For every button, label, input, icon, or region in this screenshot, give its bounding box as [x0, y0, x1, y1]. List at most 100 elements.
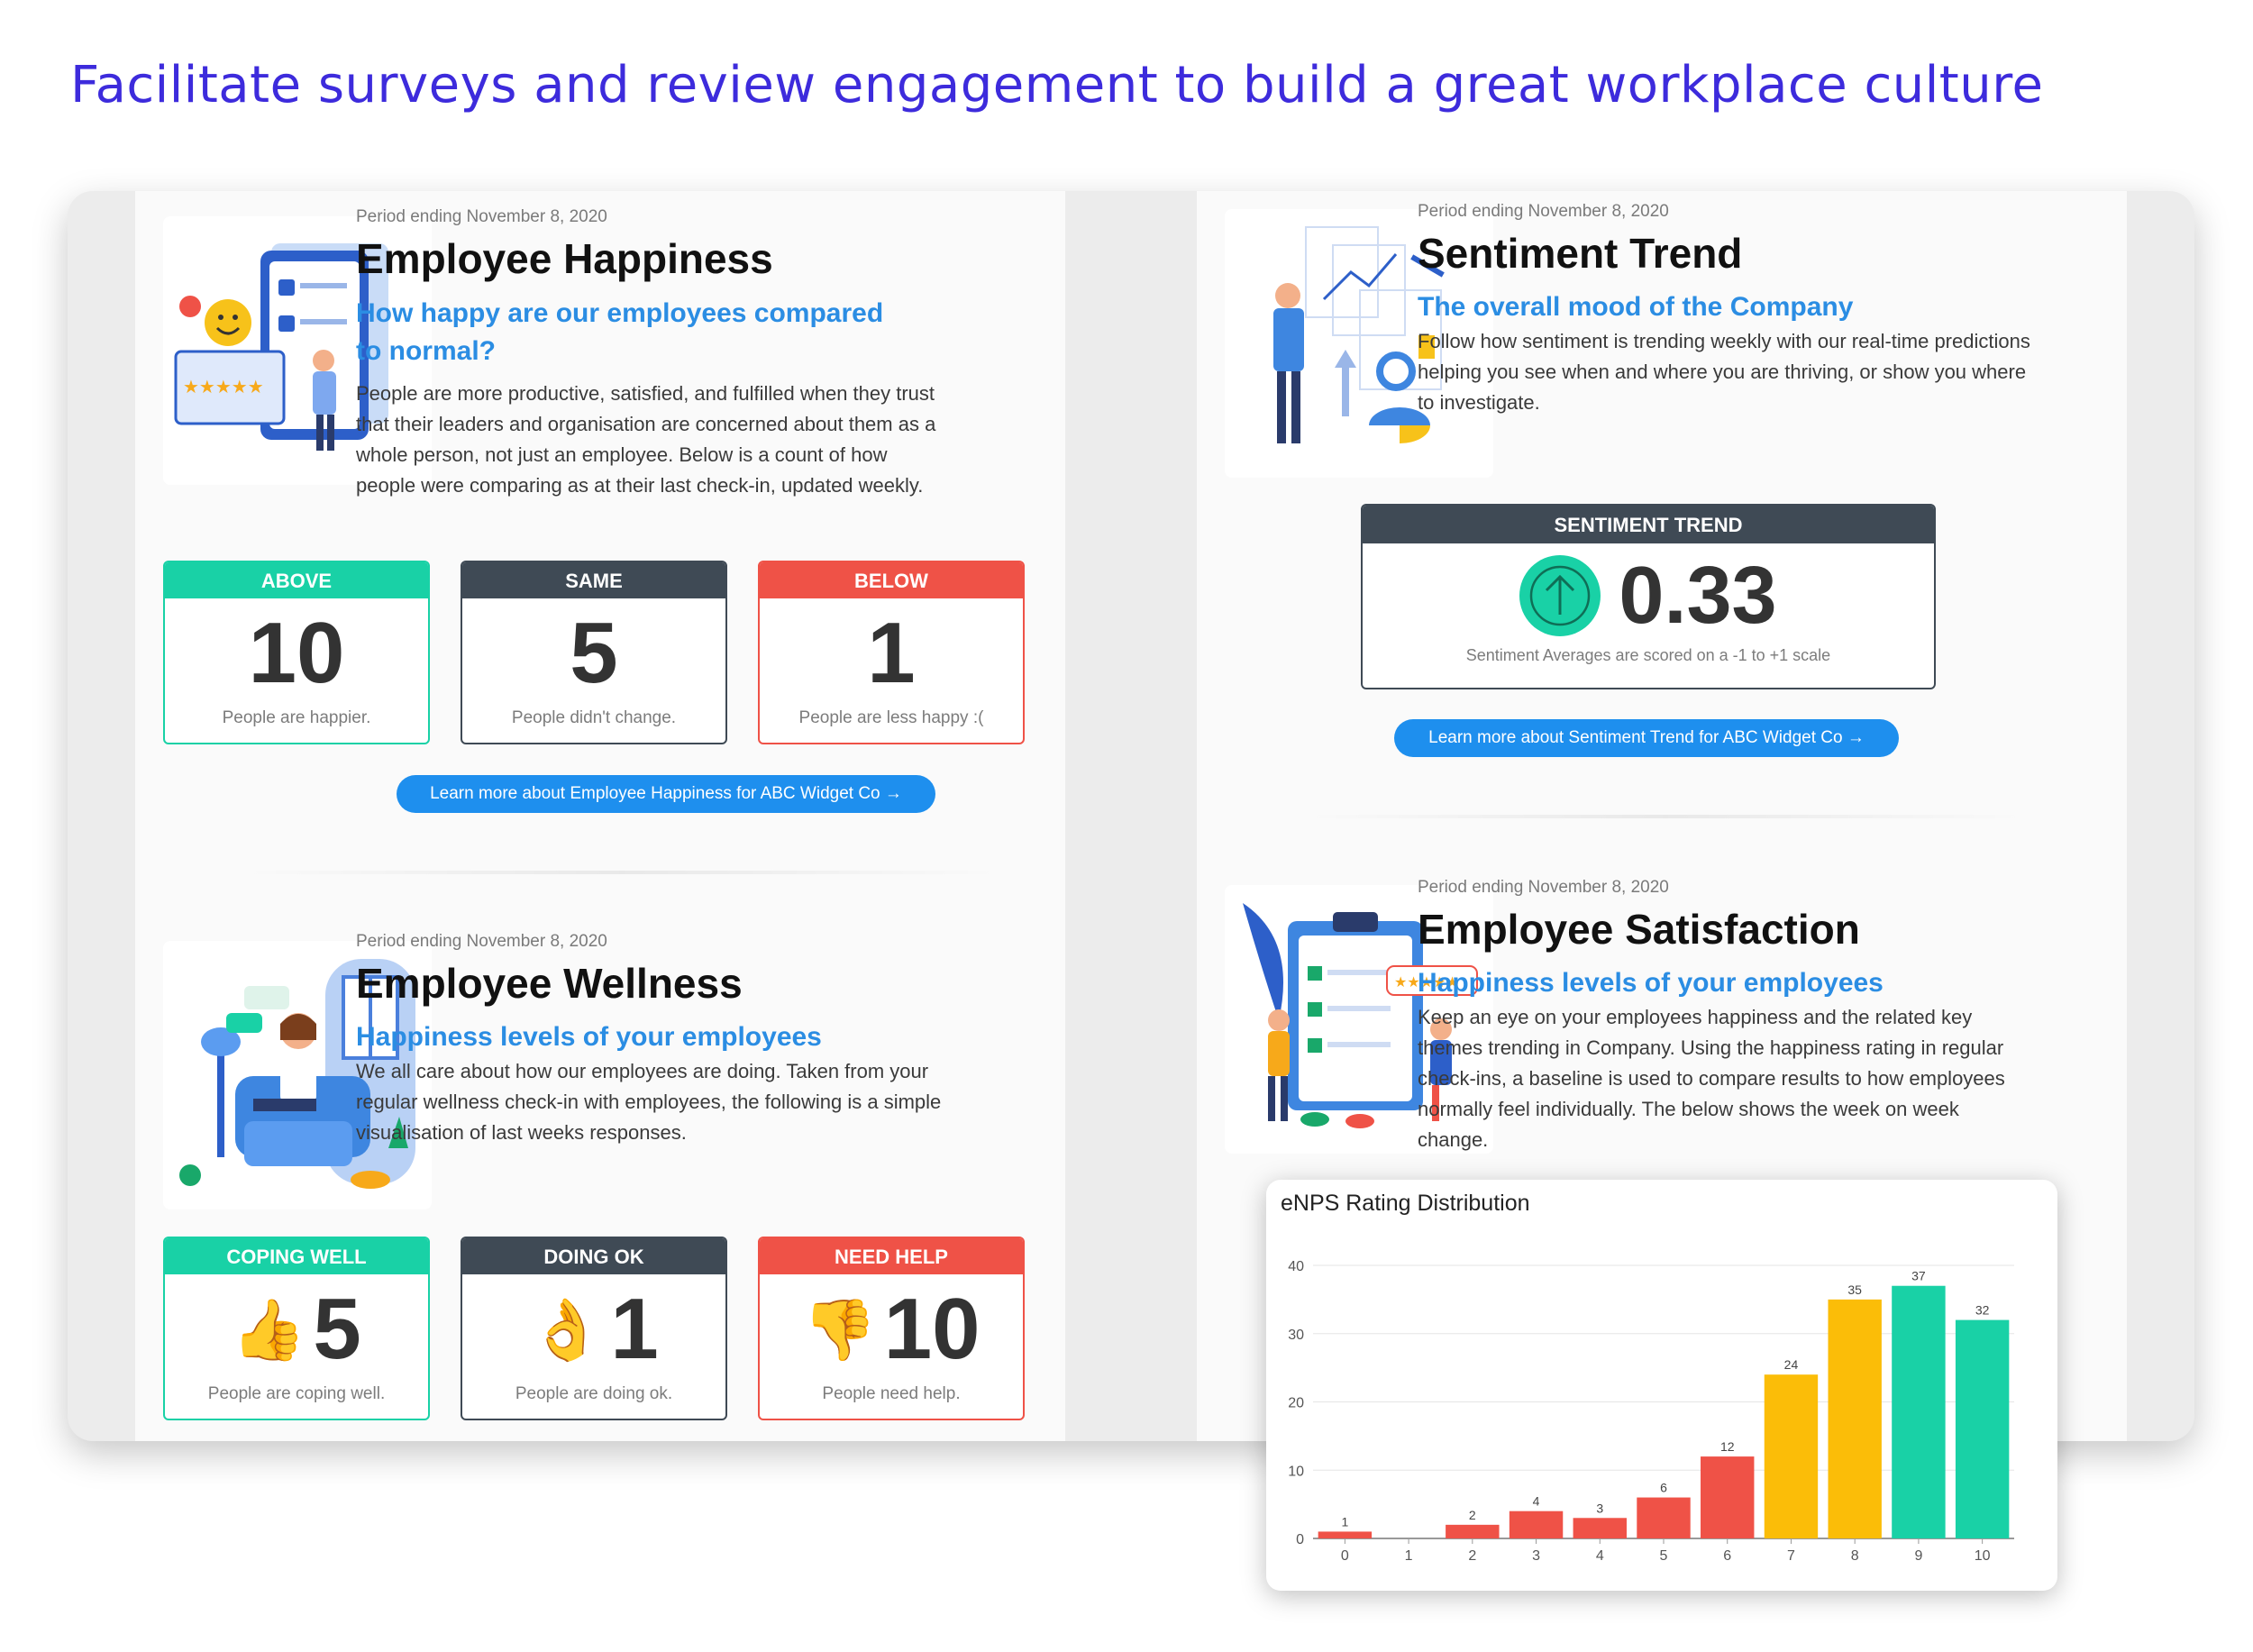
sentiment-period: Period ending November 8, 2020 [1418, 202, 1669, 221]
data-label: 32 [1975, 1303, 1990, 1318]
y-tick-label: 0 [1296, 1532, 1304, 1547]
card-caption: People are coping well. [207, 1384, 386, 1403]
y-tick-label: 30 [1288, 1328, 1304, 1343]
happiness-illustration: ★★★★★ [163, 216, 432, 485]
card-label: NEED HELP [760, 1238, 1023, 1274]
wellness-need-help-card: NEED HELP 👎 10 People need help. [758, 1237, 1025, 1420]
data-label: 1 [1341, 1514, 1348, 1529]
section-divider [243, 871, 1000, 874]
data-label: 24 [1784, 1357, 1799, 1372]
section-divider [1305, 815, 2026, 818]
data-label: 4 [1533, 1494, 1540, 1509]
card-label: COPING WELL [165, 1238, 428, 1274]
x-tick-label: 7 [1787, 1548, 1795, 1564]
happiness-learn-more-button[interactable]: Learn more about Employee Happiness for … [397, 775, 935, 813]
sentiment-subtitle: The overall mood of the Company [1418, 292, 1854, 322]
happiness-period: Period ending November 8, 2020 [356, 207, 607, 226]
happiness-title: Employee Happiness [356, 235, 773, 282]
card-label: ABOVE [165, 562, 428, 598]
left-panel: ★★★★★ Period ending November 8, 2020 Emp… [135, 191, 1065, 1441]
card-label: BELOW [760, 562, 1023, 598]
y-tick-label: 40 [1288, 1259, 1304, 1274]
card-value: 10 [883, 1281, 981, 1377]
data-label: 6 [1660, 1481, 1667, 1495]
x-tick-label: 6 [1723, 1548, 1731, 1564]
satisfaction-subtitle: Happiness levels of your employees [1418, 968, 1884, 998]
happiness-subtitle: How happy are our employees compared to … [356, 298, 884, 366]
x-tick-label: 4 [1596, 1548, 1604, 1564]
sentiment-illustration [1225, 209, 1493, 478]
satisfaction-title: Employee Satisfaction [1418, 906, 1860, 953]
x-tick-label: 5 [1660, 1548, 1668, 1564]
bar-5 [1637, 1497, 1691, 1538]
card-value: 10 [248, 605, 345, 701]
x-tick-label: 8 [1851, 1548, 1859, 1564]
card-label: DOING OK [462, 1238, 725, 1274]
svg-text:★★★★★: ★★★★★ [1394, 973, 1459, 990]
card-label: SAME [462, 562, 725, 598]
x-tick-label: 1 [1405, 1548, 1413, 1564]
x-tick-label: 9 [1914, 1548, 1922, 1564]
page-headline: Facilitate surveys and review engagement… [70, 56, 2044, 114]
svg-text:★★★★★: ★★★★★ [183, 376, 264, 397]
wellness-subtitle: Happiness levels of your employees [356, 1022, 822, 1052]
card-caption: People are happier. [222, 708, 371, 727]
bar-3 [1509, 1511, 1564, 1538]
wellness-period: Period ending November 8, 2020 [356, 932, 607, 951]
bar-7 [1764, 1374, 1819, 1538]
wellness-illustration [163, 941, 432, 1209]
bar-4 [1573, 1518, 1627, 1538]
satisfaction-description: Keep an eye on your employees happiness … [1418, 1006, 2005, 1151]
card-caption: People are doing ok. [515, 1384, 673, 1403]
card-value: 1 [610, 1281, 659, 1377]
bar-8 [1828, 1299, 1882, 1538]
dashboard-frame: ★★★★★ Period ending November 8, 2020 Emp… [68, 191, 2194, 1441]
enps-chart-card: eNPS Rating Distribution 0 10 20 30 40 1 0 1 2 2 4… [1266, 1180, 2057, 1591]
x-tick-label: 2 [1468, 1548, 1476, 1564]
happiness-above-card: ABOVE 10 People are happier. [163, 561, 430, 744]
bar-9 [1892, 1285, 1946, 1538]
sentiment-scale-caption: Sentiment Averages are scored on a -1 to… [1465, 646, 1831, 664]
y-tick-label: 20 [1288, 1396, 1304, 1411]
card-caption: People need help. [822, 1384, 961, 1403]
ok-hand-icon: 👌 [529, 1296, 604, 1363]
wellness-description: We all care about how our employees are … [356, 1060, 942, 1144]
data-label: 3 [1596, 1501, 1603, 1515]
card-caption: People are less happy :( [798, 708, 984, 727]
card-value: 5 [570, 605, 618, 701]
bar-6 [1701, 1456, 1755, 1538]
data-label: 12 [1720, 1439, 1735, 1454]
arrow-up-icon [1519, 555, 1601, 636]
thumbs-down-icon: 👎 [802, 1296, 877, 1363]
card-value: 1 [867, 605, 916, 701]
data-label: 35 [1847, 1282, 1862, 1297]
happiness-below-card: BELOW 1 People are less happy :( [758, 561, 1025, 744]
chart-title: eNPS Rating Distribution [1281, 1191, 1530, 1216]
satisfaction-illustration: ★★★★★ [1225, 885, 1493, 1154]
satisfaction-period: Period ending November 8, 2020 [1418, 878, 1669, 897]
sentiment-trend-widget: SENTIMENT TREND 0.33 Sentiment Averages … [1361, 504, 1936, 689]
sentiment-value: 0.33 [1619, 551, 1777, 641]
x-tick-label: 0 [1341, 1548, 1349, 1564]
wellness-coping-well-card: COPING WELL 👍 5 People are coping well. [163, 1237, 430, 1420]
sentiment-title: Sentiment Trend [1418, 230, 1743, 277]
bar-0 [1318, 1531, 1373, 1538]
wellness-title: Employee Wellness [356, 960, 743, 1007]
happiness-description: People are more productive, satisfied, a… [356, 382, 936, 497]
sentiment-description: Follow how sentiment is trending weekly … [1418, 330, 2030, 414]
happiness-same-card: SAME 5 People didn't change. [461, 561, 727, 744]
sentiment-learn-more-button[interactable]: Learn more about Sentiment Trend for ABC… [1394, 719, 1899, 757]
wellness-doing-ok-card: DOING OK 👌 1 People are doing ok. [461, 1237, 727, 1420]
bar-10 [1955, 1319, 2010, 1538]
card-caption: People didn't change. [511, 708, 677, 727]
x-tick-label: 10 [1975, 1548, 1991, 1564]
bar-2 [1446, 1524, 1500, 1538]
data-label: 2 [1469, 1508, 1476, 1522]
data-label: 37 [1911, 1269, 1926, 1283]
card-value: 5 [313, 1281, 361, 1377]
x-tick-label: 3 [1532, 1548, 1540, 1564]
sentiment-widget-label: SENTIMENT TREND [1363, 506, 1934, 543]
y-tick-label: 10 [1288, 1464, 1304, 1479]
thumbs-up-icon: 👍 [232, 1296, 306, 1363]
